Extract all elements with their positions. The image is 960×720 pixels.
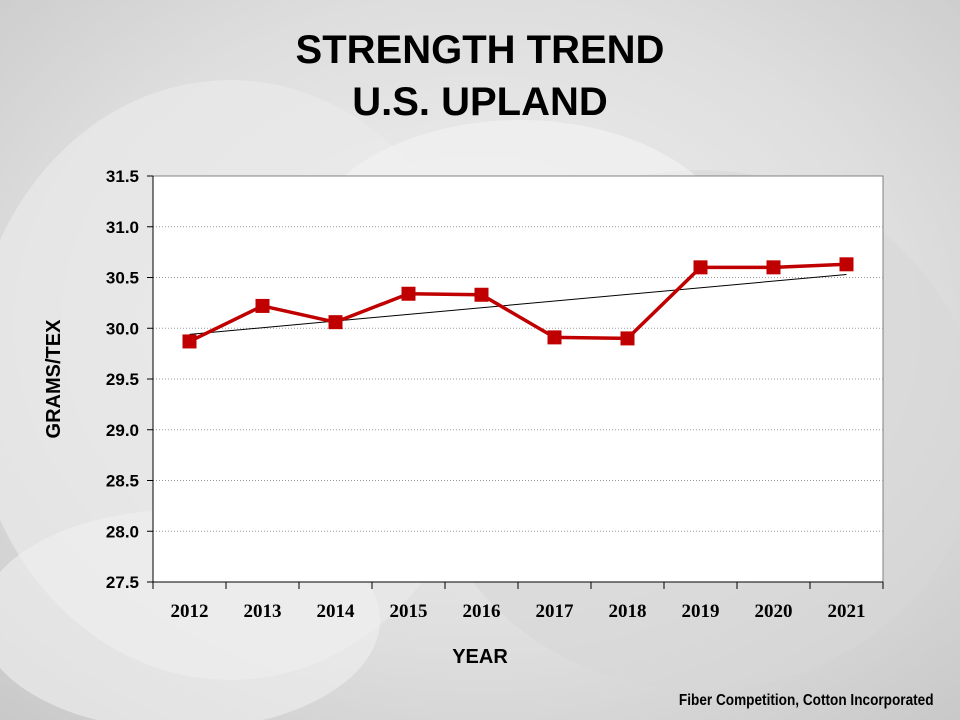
chart-title-line1: STRENGTH TREND (295, 28, 665, 72)
y-tick-label: 29.0 (106, 421, 139, 440)
chart-title-line2: U.S. UPLAND (352, 80, 608, 124)
y-tick-label: 30.0 (106, 319, 139, 338)
x-tick-label: 2019 (682, 601, 720, 622)
x-tick-label: 2013 (244, 601, 282, 622)
x-tick-label: 2016 (463, 601, 501, 622)
y-tick-label: 31.0 (106, 218, 139, 237)
data-point-marker (474, 287, 489, 302)
x-axis-title: YEAR (452, 646, 508, 668)
y-tick-label: 28.0 (106, 522, 139, 541)
data-point-marker (693, 260, 708, 275)
x-tick-label: 2012 (171, 601, 209, 622)
series-line (188, 262, 847, 344)
data-point-marker (182, 334, 197, 349)
y-tick-label: 30.5 (106, 269, 139, 288)
y-tick-label: 27.5 (106, 573, 139, 592)
data-point-marker (766, 260, 781, 275)
axes (147, 175, 884, 589)
y-tick-labels: 27.5 28.0 28.5 29.0 29.5 30.0 30.5 31.0 31.5 (106, 167, 139, 592)
series-strength (182, 257, 854, 349)
data-point-marker (547, 330, 562, 345)
data-point-marker (839, 257, 854, 272)
data-point-marker (255, 298, 270, 313)
source-credit: Fiber Competition, Cotton Incorporated (679, 692, 934, 709)
x-tick-labels: 2012 2013 2014 2015 2016 2017 2018 2019 2020 2021 (171, 601, 866, 622)
data-point-marker (620, 331, 635, 346)
trendline (189, 273, 847, 335)
data-point-marker (401, 286, 416, 301)
trendline-segment (189, 273, 847, 335)
plot-area (152, 175, 884, 583)
y-tick-label: 31.5 (106, 167, 139, 186)
x-tick-label: 2020 (755, 601, 793, 622)
x-tick-label: 2014 (317, 601, 356, 622)
x-tick-label: 2021 (828, 601, 866, 622)
x-tick-label: 2017 (536, 601, 575, 622)
x-tick-label: 2018 (609, 601, 647, 622)
y-axis-title: GRAMS/TEX (43, 319, 65, 439)
y-tick-label: 28.5 (106, 472, 139, 491)
x-tick-label: 2015 (390, 601, 428, 622)
y-tick-label: 29.5 (106, 370, 139, 389)
data-point-marker (328, 315, 343, 330)
